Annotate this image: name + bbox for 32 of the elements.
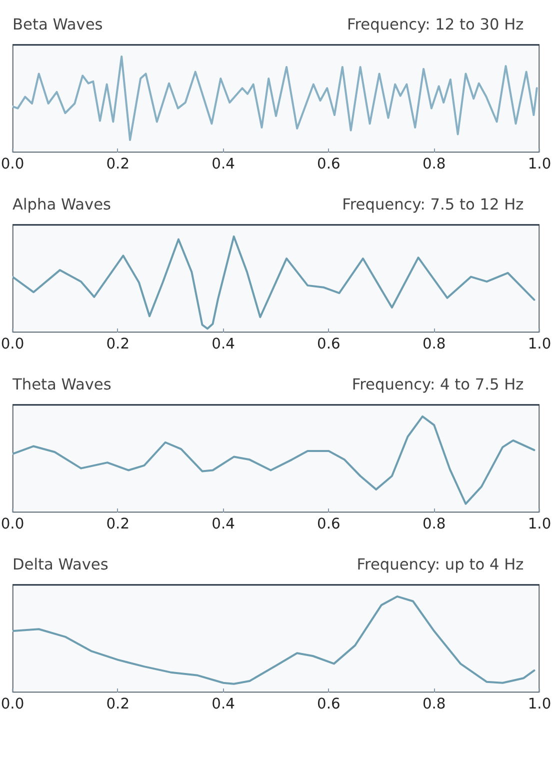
chart-title: Theta Waves [12, 375, 112, 394]
x-tick-label: 0.8 [422, 336, 446, 352]
x-tick-label: 0.4 [212, 516, 235, 532]
chart-subtitle: Frequency: 7.5 to 12 Hz [342, 195, 524, 214]
x-tick-label: 0.8 [422, 156, 446, 172]
x-tick-label: 0.6 [317, 336, 340, 352]
x-tick-label: 0.4 [212, 696, 235, 712]
x-tick-label: 0.8 [422, 696, 446, 712]
x-tick-label: 0.0 [0, 696, 24, 712]
x-tick-label: 1.0 [528, 696, 552, 712]
x-tick-label: 1.0 [528, 336, 552, 352]
chart-subtitle: Frequency: 12 to 30 Hz [347, 15, 524, 34]
x-tick-label: 0.8 [422, 516, 446, 532]
chart-title: Beta Waves [12, 15, 103, 34]
x-tick-label: 0.2 [106, 696, 130, 712]
x-tick-label: 0.2 [106, 336, 130, 352]
x-tick-label: 0.6 [317, 156, 340, 172]
x-tick-label: 0.6 [317, 516, 340, 532]
x-tick-label: 1.0 [528, 156, 552, 172]
chart-title: Alpha Waves [12, 195, 112, 214]
chart-subtitle: Frequency: 4 to 7.5 Hz [352, 375, 524, 394]
chart-subtitle: Frequency: up to 4 Hz [356, 555, 524, 574]
x-tick-label: 1.0 [528, 516, 552, 532]
x-tick-label: 0.4 [212, 156, 235, 172]
x-tick-label: 0.6 [317, 696, 340, 712]
x-tick-label: 0.4 [212, 336, 235, 352]
x-tick-label: 0.2 [106, 516, 130, 532]
x-tick-label: 0.0 [0, 156, 24, 172]
chart-title: Delta Waves [12, 555, 108, 574]
x-tick-label: 0.2 [106, 156, 130, 172]
x-tick-label: 0.0 [0, 516, 24, 532]
x-tick-label: 0.0 [0, 336, 24, 352]
